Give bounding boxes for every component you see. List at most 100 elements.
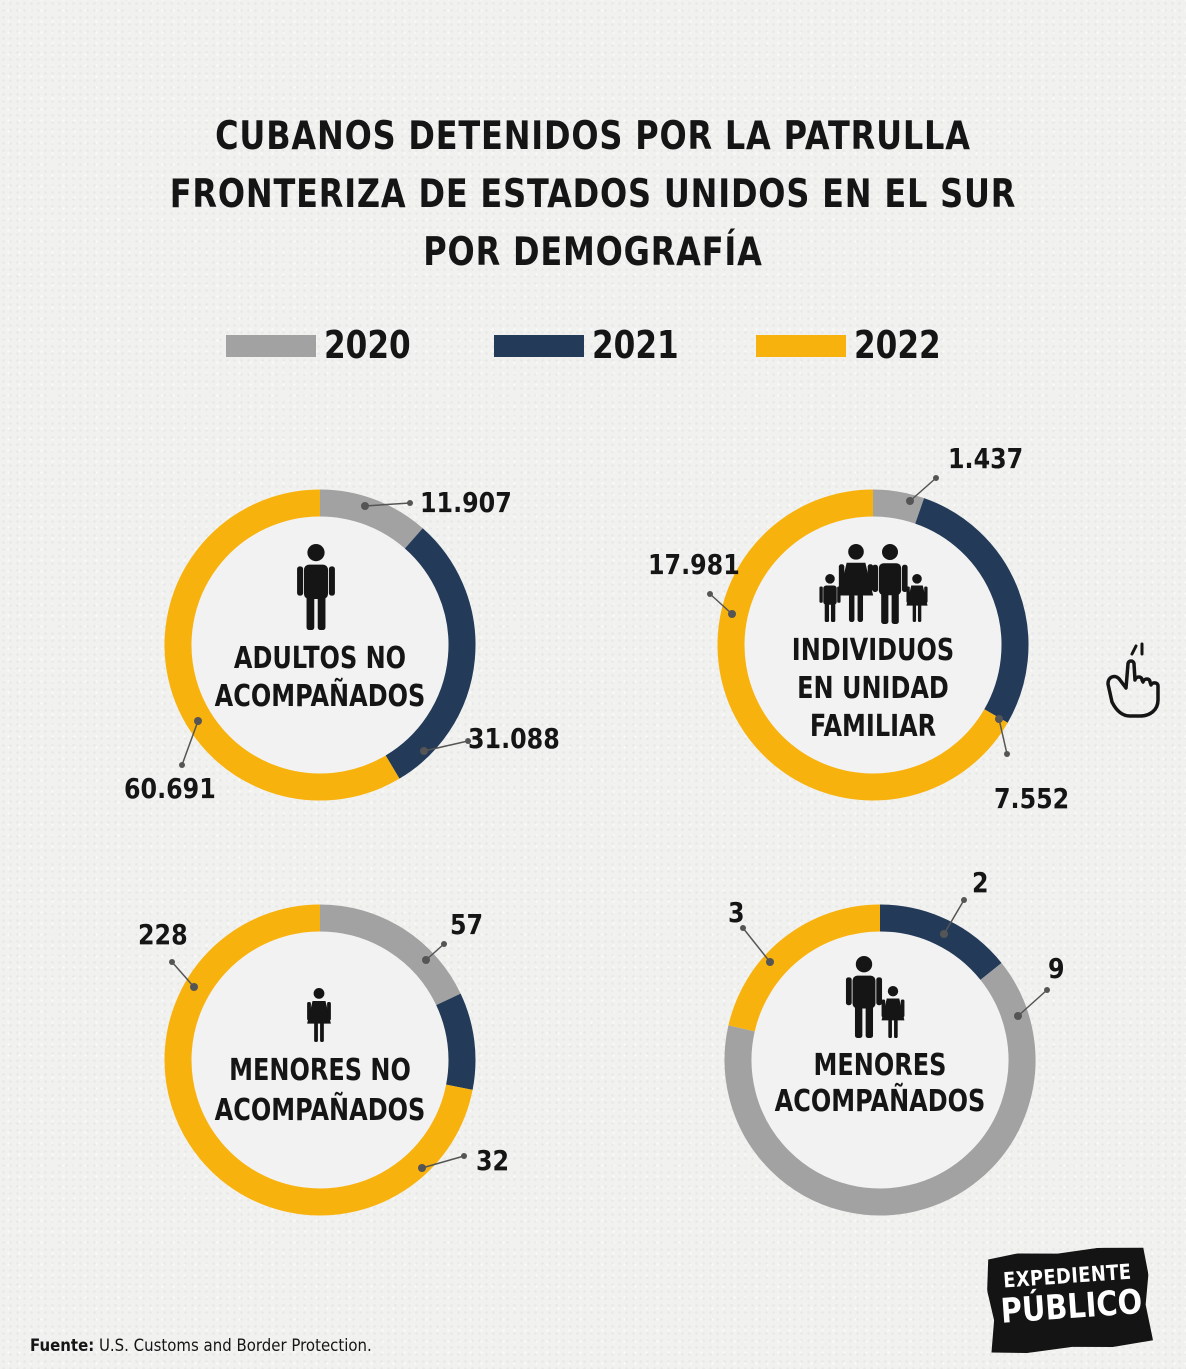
donut-inner [191,516,449,774]
donut-center-label: MENORES NO [229,1053,411,1087]
leader-end-dot [465,738,471,744]
brand-logo: EXPEDIENTE PÚBLICO [985,1244,1154,1355]
girl-figure [906,574,928,622]
donut-chart-2: 1.437 7.552 17.981 INDIVIDUOS EN UNIDAD FAMIL… [648,443,1069,815]
donut-center-label: FAMILIAR [810,709,936,743]
adult-figure [297,544,335,630]
leader-dot [194,717,202,725]
value-label: 2 [972,867,989,899]
donut-inner [751,931,1009,1189]
adult-figure [845,956,883,1038]
donut-slice-2022 [728,904,881,1032]
leader-end-dot [169,959,175,965]
leader-dot [728,610,736,618]
family-icon [819,544,928,624]
leader-line [423,740,469,752]
donut-slice-2021 [915,498,1029,723]
man-figure [872,544,908,624]
donut-center-label: ACOMPAÑADOS [215,678,426,713]
leader-line [364,502,411,507]
legend: 2020 2021 2022 [0,318,1186,374]
value-label: 17.981 [648,549,740,581]
legend-label-2022: 2022 [854,323,941,367]
donut-center-label: MENORES [814,1048,947,1082]
value-label: 31.088 [468,723,560,755]
legend-swatch-2022 [756,335,846,357]
leader-line [425,943,445,961]
leader-dot [420,747,428,755]
source-note: Fuente: U.S. Customs and Border Protecti… [30,1336,372,1356]
child-icon [307,988,331,1042]
donut-slice-2021 [385,528,476,779]
donut-center-label: ACOMPAÑADOS [215,1092,426,1127]
leader-line [421,1155,465,1169]
page-title: CUBANOS DETENIDOS POR LA PATRULLA FRONTE… [107,108,1080,282]
leader-end-dot [179,762,185,768]
source-text: U.S. Customs and Border Protection. [94,1336,372,1356]
legend-label-2020: 2020 [324,323,411,367]
leader-line [709,593,733,615]
legend-swatch-2021 [494,335,584,357]
leader-line [742,927,771,963]
donut-slice-2022 [164,489,400,801]
adult-with-child-icon [845,956,905,1038]
donut-slice-2022 [164,904,473,1216]
leader-end-dot [1004,751,1010,757]
pointing-hand-icon [1106,642,1160,718]
donut-center-label: ACOMPAÑADOS [775,1083,986,1118]
logo-line-2: PÚBLICO [999,1281,1144,1332]
leader-dot [766,958,774,966]
donut-center-label: EN UNIDAD [797,671,949,705]
leader-end-dot [933,475,939,481]
leader-dot [190,983,198,991]
leader-line [1017,989,1048,1017]
leader-dot [361,502,369,510]
leader-end-dot [461,1153,467,1159]
leader-line [998,718,1008,755]
value-label: 32 [476,1145,509,1177]
value-label: 9 [1048,953,1065,985]
leader-line [171,961,195,988]
value-label: 57 [450,909,483,941]
leader-end-dot [961,897,967,903]
donut-slice-2022 [717,489,1008,801]
value-label: 228 [138,919,188,951]
title-line-1: CUBANOS DETENIDOS POR LA PATRULLA [215,114,971,159]
value-label: 11.907 [420,487,512,519]
source-label: Fuente: [30,1336,95,1356]
leader-line [181,720,199,766]
donut-slice-2021 [436,993,476,1090]
child-figure [819,574,841,622]
value-label: 1.437 [948,443,1023,475]
donut-slice-2020 [319,904,461,1006]
donut-chart-3: 57 32 228 MENORES NO ACOMPAÑADOS [138,904,509,1216]
legend-label-2021: 2021 [592,323,679,367]
value-label: 7.552 [994,783,1069,815]
child-figure [881,986,905,1038]
leader-line [943,899,965,935]
donut-center-label: INDIVIDUOS [792,633,954,667]
donut-slice-2020 [872,489,925,524]
leader-end-dot [407,500,413,506]
leader-line [909,477,937,502]
value-label: 3 [728,897,745,929]
leader-dot [906,497,914,505]
donut-inner [191,931,449,1189]
adult-person-icon [297,544,335,630]
leader-end-dot [740,925,746,931]
leader-end-dot [1044,987,1050,993]
donut-inner [744,516,1002,774]
title-line-2: FRONTERIZA DE ESTADOS UNIDOS EN EL SUR [169,172,1017,217]
leader-dot [940,930,948,938]
woman-figure [838,544,874,622]
leader-dot [995,715,1003,723]
leader-dot [1014,1012,1022,1020]
donut-slice-2020 [319,489,423,549]
value-label: 60.691 [124,773,216,805]
donut-slice-2020 [724,963,1036,1216]
leader-end-dot [707,591,713,597]
leader-dot [418,1164,426,1172]
